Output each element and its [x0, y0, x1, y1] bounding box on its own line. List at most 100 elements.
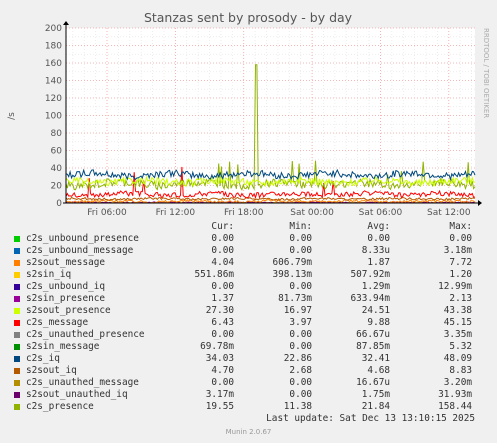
legend-value-max: 0.00 — [449, 233, 472, 244]
legend-value-cur: 19.55 — [205, 401, 234, 412]
legend-value-max: 48.09 — [443, 353, 472, 364]
y-tick-label: 80 — [51, 129, 63, 139]
legend-value-min: 81.73m — [278, 293, 312, 304]
x-tick-label: Sat 12:00 — [427, 208, 471, 218]
legend-value-max: 43.38 — [443, 305, 472, 316]
chart-area: Stanzas sent by prosody - by day /s RRDT… — [7, 10, 490, 218]
y-tick-label: 200 — [45, 24, 62, 34]
y-tick-label: 40 — [51, 164, 63, 174]
legend-series-name: c2s_message — [26, 317, 89, 328]
legend-series-name: c2s_iq — [26, 353, 60, 364]
legend-value-max: 45.15 — [443, 317, 472, 328]
legend-value-cur: 4.04 — [211, 257, 234, 268]
y-tick-label: 0 — [56, 199, 62, 209]
legend-row: c2s_presence 19.55 11.38 21.84 158.44 — [0, 401, 497, 413]
y-tick-label: 140 — [45, 77, 62, 87]
legend-value-min: 0.00 — [289, 329, 312, 340]
legend-swatch — [14, 356, 20, 362]
legend-swatch — [14, 332, 20, 338]
legend-value-cur: 0.00 — [211, 281, 234, 292]
series-line-c2s-message — [65, 166, 476, 200]
legend-swatch — [14, 368, 20, 374]
legend-value-avg: 9.88 — [367, 317, 390, 328]
legend-value-avg: 16.67u — [356, 377, 390, 388]
legend-swatch — [14, 320, 20, 326]
legend-value-avg: 24.51 — [361, 305, 390, 316]
y-tick-labels: 0 20 40 60 80 100 120 140 160 180 200 — [45, 24, 62, 209]
legend-swatch — [14, 308, 20, 314]
legend-header-max: Max: — [449, 221, 472, 232]
legend-series-name: c2s_unbound_iq — [26, 281, 106, 292]
legend-value-max: 2.13 — [449, 293, 472, 304]
legend-series-name: s2sout_message — [26, 257, 106, 268]
legend-row: s2sout_presence 27.30 16.97 24.51 43.38 — [0, 305, 497, 317]
legend-value-avg: 87.85m — [356, 341, 390, 352]
legend-value-min: 22.86 — [283, 353, 312, 364]
legend-value-cur: 0.00 — [211, 329, 234, 340]
legend-row: s2sout_message 4.04 606.79m 1.87 7.72 — [0, 257, 497, 269]
legend-series-name: c2s_unbound_presence — [26, 233, 139, 244]
legend-value-max: 158.44 — [438, 401, 472, 412]
legend-value-max: 8.83 — [449, 365, 472, 376]
legend-value-min: 3.97 — [289, 317, 312, 328]
legend-value-max: 3.20m — [443, 377, 472, 388]
legend-value-cur: 1.37 — [211, 293, 234, 304]
legend-value-min: 0.00 — [289, 281, 312, 292]
legend-value-min: 398.13m — [272, 269, 312, 280]
legend-swatch — [14, 404, 20, 410]
legend-row: s2sout_unauthed_iq 3.17m 0.00 1.75m 31.93m — [0, 389, 497, 401]
x-tick-label: Fri 06:00 — [87, 208, 127, 218]
rrdtool-watermark: RRDTOOL / TOBI OETIKER — [482, 28, 490, 118]
legend-value-avg: 4.68 — [367, 365, 390, 376]
legend-value-cur: 4.70 — [211, 365, 234, 376]
series-line-c2s-iq — [65, 168, 476, 182]
legend-row: s2sin_message 69.78m 0.00 87.85m 5.32 — [0, 341, 497, 353]
legend-value-max: 3.35m — [443, 329, 472, 340]
legend-value-avg: 66.67u — [356, 329, 390, 340]
legend-row: c2s_unauthed_message 0.00 0.00 16.67u 3.20m — [0, 377, 497, 389]
y-tick-label: 20 — [51, 182, 63, 192]
legend-series-name: c2s_presence — [26, 401, 94, 412]
y-tick-label: 120 — [45, 94, 62, 104]
x-axis-arrow — [478, 200, 482, 206]
legend-value-max: 1.20 — [449, 269, 472, 280]
legend-row: c2s_unbound_presence 0.00 0.00 0.00 0.00 — [0, 233, 497, 245]
legend-header-avg: Avg: — [367, 221, 390, 232]
series-line-s2sout-message — [65, 198, 476, 204]
legend-swatch — [14, 284, 20, 290]
series-line-s2sout-iq — [65, 196, 476, 202]
legend-value-avg: 32.41 — [361, 353, 390, 364]
legend-series-name: c2s_unauthed_message — [26, 377, 139, 388]
y-tick-label: 160 — [45, 59, 62, 69]
x-tick-label: Sat 06:00 — [359, 208, 403, 218]
legend-value-avg: 1.29m — [361, 281, 390, 292]
legend-row: s2sout_iq 4.70 2.68 4.68 8.83 — [0, 365, 497, 377]
chart-title: Stanzas sent by prosody - by day — [144, 10, 353, 25]
legend-value-avg: 507.92m — [350, 269, 390, 280]
legend-value-avg: 1.75m — [361, 389, 390, 400]
legend-series-name: s2sout_unauthed_iq — [26, 389, 128, 400]
legend-value-max: 12.99m — [438, 281, 472, 292]
legend-series-name: s2sin_presence — [26, 293, 106, 304]
series-line-c2s-presence — [65, 64, 476, 191]
legend-value-cur: 3.17m — [205, 389, 234, 400]
legend-value-avg: 8.33u — [361, 245, 390, 256]
x-tick-label: Sat 00:00 — [290, 208, 334, 218]
last-update: Last update: Sat Dec 13 13:10:15 2025 — [266, 413, 475, 424]
legend-series-name: c2s_unauthed_presence — [26, 329, 145, 340]
legend-swatch — [14, 272, 20, 278]
legend-header-cur: Cur: — [211, 221, 234, 232]
legend-swatch — [14, 296, 20, 302]
legend-row: c2s_unbound_message 0.00 0.00 8.33u 3.18m — [0, 245, 497, 257]
legend-row: c2s_message 6.43 3.97 9.88 45.15 — [0, 317, 497, 329]
legend-value-cur: 0.00 — [211, 245, 234, 256]
legend-value-avg: 21.84 — [361, 401, 390, 412]
legend-series-name: s2sin_iq — [26, 269, 72, 280]
legend-value-max: 5.32 — [449, 341, 472, 352]
legend-row: c2s_unauthed_presence 0.00 0.00 66.67u 3.35m — [0, 329, 497, 341]
legend-value-max: 3.18m — [443, 245, 472, 256]
legend-swatch — [14, 260, 20, 266]
legend-swatch — [14, 392, 20, 398]
legend-value-cur: 551.86m — [194, 269, 234, 280]
legend-value-avg: 1.87 — [367, 257, 390, 268]
